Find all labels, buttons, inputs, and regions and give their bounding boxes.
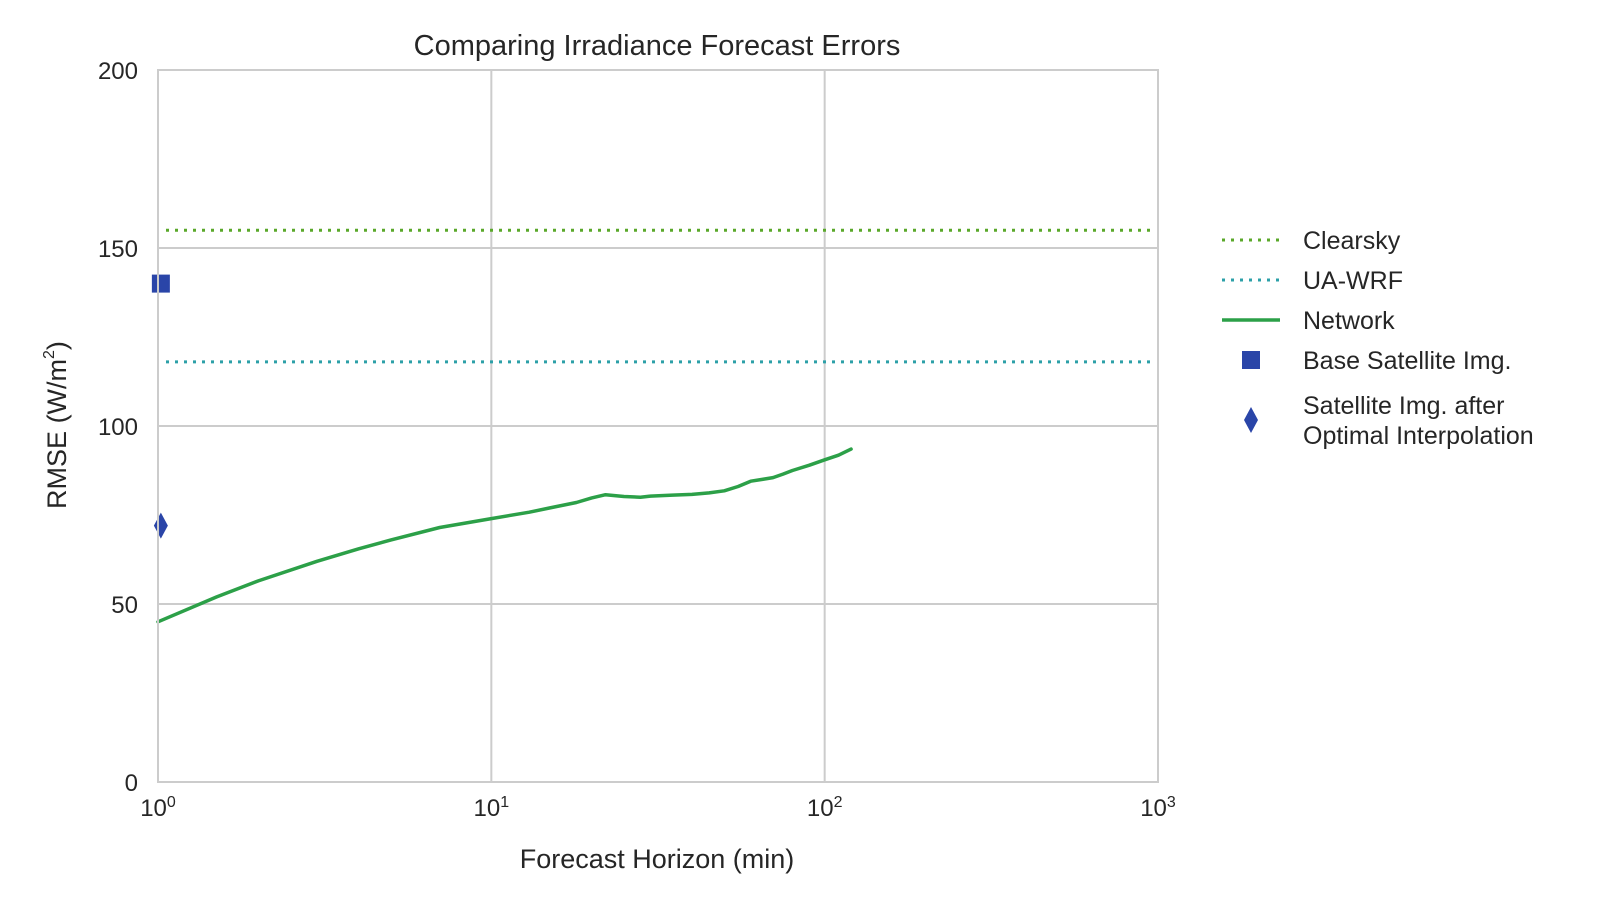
- x-tick-base: 10: [1140, 795, 1167, 822]
- x-tick-exponent: 3: [1167, 794, 1176, 811]
- y-tick-label: 100: [98, 414, 138, 441]
- y-tick-label: 0: [125, 770, 138, 797]
- grid: [157, 69, 1159, 783]
- base-satellite-img-point: [151, 274, 170, 293]
- x-tick-base: 10: [140, 795, 167, 822]
- y-axis-label-close: ): [42, 341, 72, 350]
- satellite-img-after-optimal-interpolation-point: [153, 512, 168, 539]
- legend-label-satellite-img-after-optimal-interpolation: Satellite Img. after Optimal Interpolatio…: [1303, 392, 1534, 450]
- legend-label-network: Network: [1303, 307, 1395, 335]
- legend-label-line: Optimal Interpolation: [1303, 422, 1534, 450]
- legend-label-clearsky: Clearsky: [1303, 227, 1401, 255]
- legend-label-ua-wrf: UA-WRF: [1303, 267, 1403, 295]
- legend-label-line: Base Satellite Img.: [1303, 347, 1511, 375]
- x-tick-label: 100: [140, 794, 176, 822]
- chart-title: Comparing Irradiance Forecast Errors: [414, 30, 901, 62]
- legend-swatch-base-satellite-img: [1242, 351, 1260, 369]
- y-tick-label: 150: [98, 236, 138, 263]
- legend-label-line: Network: [1303, 307, 1395, 335]
- legend-label-line: Satellite Img. after: [1303, 392, 1504, 420]
- x-tick-label: 102: [807, 794, 843, 822]
- y-axis-label: RMSE (W/m2): [41, 341, 72, 509]
- legend-swatch-satellite-img-after-optimal-interpolation: [1244, 407, 1258, 433]
- x-tick-exponent: 2: [834, 794, 843, 811]
- y-tick-label: 50: [111, 592, 138, 619]
- legend-label-line: UA-WRF: [1303, 267, 1403, 295]
- x-tick-label: 103: [1140, 794, 1176, 822]
- x-tick-exponent: 1: [500, 794, 509, 811]
- x-tick-base: 10: [807, 795, 834, 822]
- network-series-line: [156, 447, 853, 624]
- y-tick-label: 200: [98, 58, 138, 85]
- legend: Clearsky UA-WRF Network Base Satellite Img.…: [1222, 227, 1534, 450]
- x-tick-base: 10: [474, 795, 501, 822]
- x-tick-exponent: 0: [167, 794, 176, 811]
- x-axis-label: Forecast Horizon (min): [520, 844, 795, 874]
- x-tick-label: 101: [474, 794, 510, 822]
- plot-frame: [157, 69, 1159, 783]
- legend-label-line: Clearsky: [1303, 227, 1401, 255]
- legend-label-base-satellite-img: Base Satellite Img.: [1303, 347, 1511, 375]
- y-axis-label-superscript: 2: [41, 350, 58, 359]
- y-axis-label-main: RMSE (W/m: [42, 359, 72, 509]
